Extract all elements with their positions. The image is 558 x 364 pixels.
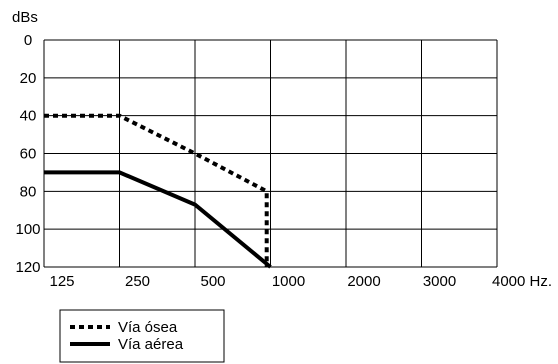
grid xyxy=(43,39,498,268)
x-tick-label: 1000 xyxy=(272,273,305,290)
legend-box xyxy=(59,309,225,363)
x-tick-label: 2000 xyxy=(347,273,380,290)
series-lines xyxy=(44,113,272,269)
y-tick-label: 80 xyxy=(20,183,37,200)
x-tick-label: 500 xyxy=(200,273,225,290)
x-tick-label: 250 xyxy=(125,273,150,290)
x-tick-label: 125 xyxy=(49,273,74,290)
y-axis-label: dBs xyxy=(12,9,38,26)
legend-label: Vía aérea xyxy=(118,336,184,353)
x-tick-labels: 125 250 500 1000 2000 3000 4000 Hz. xyxy=(49,273,552,290)
y-tick-label: 0 xyxy=(24,32,32,49)
y-tick-labels: 0 20 40 60 80 100 120 xyxy=(15,32,40,276)
y-tick-label: 60 xyxy=(20,146,37,163)
series-line-solid xyxy=(44,170,272,269)
y-tick-label: 120 xyxy=(15,259,40,276)
x-tick-label: 3000 xyxy=(423,273,456,290)
legend-label: Vía ósea xyxy=(118,319,178,336)
y-tick-label: 40 xyxy=(20,108,37,125)
x-tick-label: 4000 Hz. xyxy=(492,273,552,290)
y-tick-label: 100 xyxy=(15,221,40,238)
y-tick-label: 20 xyxy=(20,70,37,87)
